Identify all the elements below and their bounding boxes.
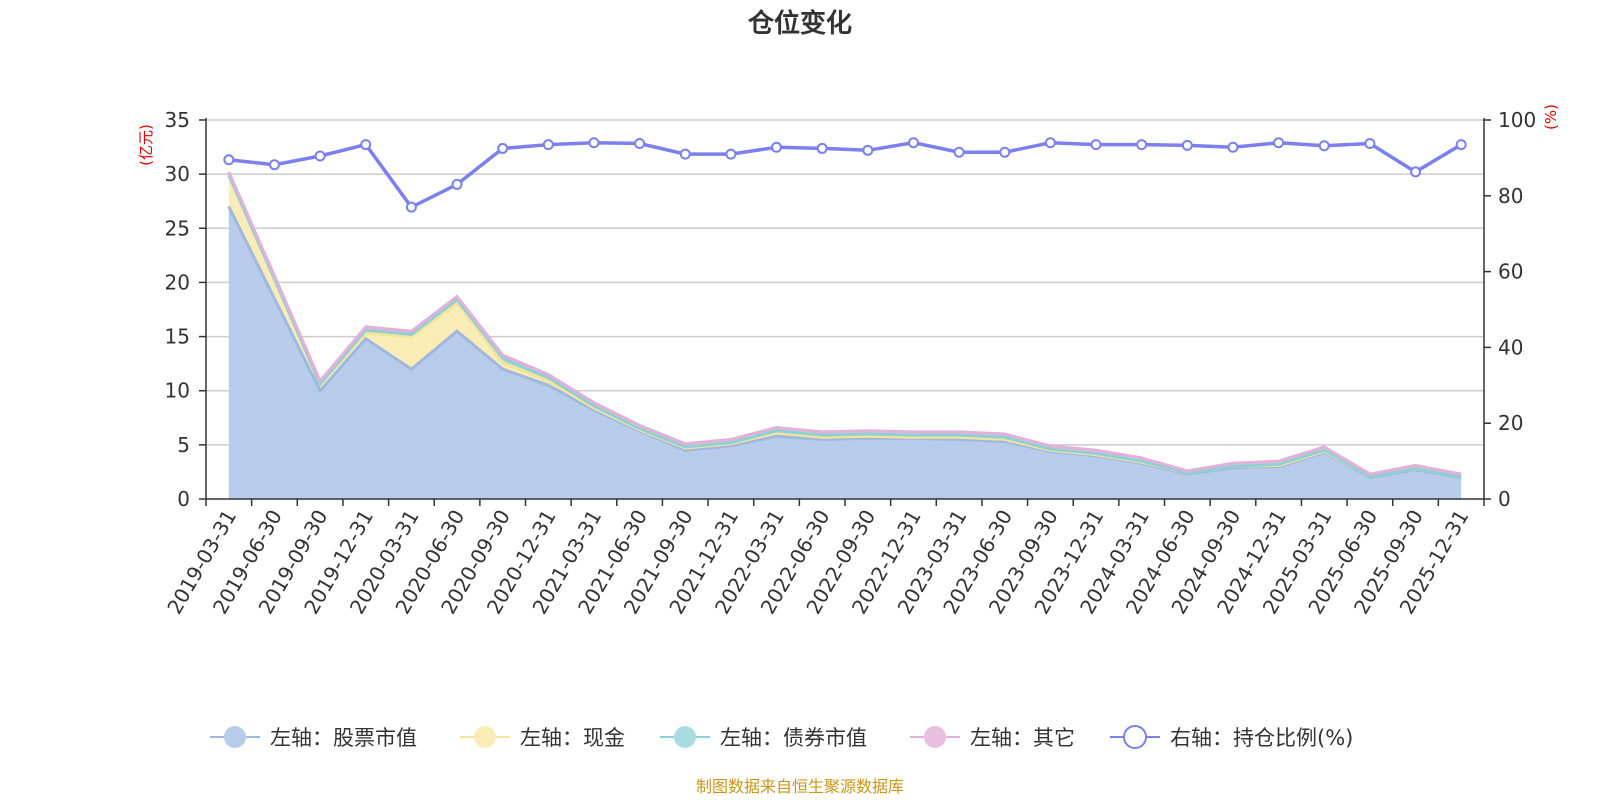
ratio-point xyxy=(451,178,463,190)
left-axis-unit: (亿元) xyxy=(137,124,155,166)
left-tick-label: 10 xyxy=(165,379,190,403)
source-note: 制图数据来自恒生聚源数据库 xyxy=(696,777,904,796)
legend-symbol-左轴：股票市值 xyxy=(224,726,246,748)
legend-label: 左轴：其它 xyxy=(970,726,1075,750)
ratio-point xyxy=(1318,140,1330,152)
left-tick-label: 0 xyxy=(177,487,190,511)
right-tick-label: 20 xyxy=(1498,411,1523,435)
ratio-point xyxy=(1044,137,1056,149)
ratio-point xyxy=(679,148,691,160)
left-tick-label: 35 xyxy=(165,108,190,132)
area-左轴：股票市值 xyxy=(228,206,1462,499)
ratio-point xyxy=(634,137,646,149)
ratio-point xyxy=(999,146,1011,158)
ratio-point xyxy=(816,142,828,154)
ratio-point xyxy=(1227,141,1239,153)
legend-label: 左轴：现金 xyxy=(520,726,625,750)
area-line-左轴：其它 xyxy=(227,171,1462,476)
ratio-point xyxy=(1090,139,1102,151)
ratio-point xyxy=(1410,166,1422,178)
legend-symbol-右轴：持仓比例(%) xyxy=(1123,725,1147,749)
legend-symbol-左轴：其它 xyxy=(924,726,946,748)
holding-ratio-line xyxy=(223,137,1467,213)
ratio-point xyxy=(1455,139,1467,151)
ratio-point xyxy=(405,201,417,213)
ratio-point xyxy=(953,146,965,158)
legend-label: 右轴：持仓比例(%) xyxy=(1170,726,1353,750)
ratio-point xyxy=(360,139,372,151)
area-line-左轴：债券市值 xyxy=(227,174,1462,478)
ratio-point xyxy=(862,144,874,156)
right-tick-label: 60 xyxy=(1498,260,1523,284)
ratio-point xyxy=(1273,137,1285,149)
ratio-point xyxy=(542,139,554,151)
ratio-point xyxy=(223,154,235,166)
ratio-point xyxy=(497,142,509,154)
legend-symbol-左轴：债券市值 xyxy=(674,726,696,748)
ratio-point xyxy=(314,150,326,162)
stacked-areas xyxy=(227,171,1462,499)
legend: 左轴：股票市值 左轴：现金 左轴：债券市值 左轴：其它 右轴：持仓比例(%) xyxy=(210,725,1353,750)
right-tick-label: 40 xyxy=(1498,335,1523,359)
chart-title: 仓位变化 xyxy=(747,8,852,39)
right-tick-label: 100 xyxy=(1498,108,1536,132)
legend-label: 左轴：股票市值 xyxy=(270,726,417,750)
ratio-point xyxy=(1364,137,1376,149)
right-tick-label: 0 xyxy=(1498,487,1511,511)
left-tick-label: 5 xyxy=(177,433,190,457)
ratio-point xyxy=(1181,139,1193,151)
left-tick-label: 20 xyxy=(165,270,190,294)
ratio-point xyxy=(725,148,737,160)
legend-symbol-左轴：现金 xyxy=(474,726,496,748)
left-tick-label: 15 xyxy=(165,325,190,349)
ratio-point xyxy=(268,159,280,171)
right-tick-label: 80 xyxy=(1498,184,1523,208)
legend-label: 左轴：债券市值 xyxy=(720,726,867,750)
ratio-point xyxy=(1136,139,1148,151)
ratio-point xyxy=(771,141,783,153)
ratio-point xyxy=(907,137,919,149)
left-tick-label: 30 xyxy=(165,162,190,186)
right-axis-unit: (%) xyxy=(1542,104,1560,130)
ratio-line xyxy=(228,140,1463,210)
ratio-point xyxy=(588,137,600,149)
left-tick-label: 25 xyxy=(165,216,190,240)
